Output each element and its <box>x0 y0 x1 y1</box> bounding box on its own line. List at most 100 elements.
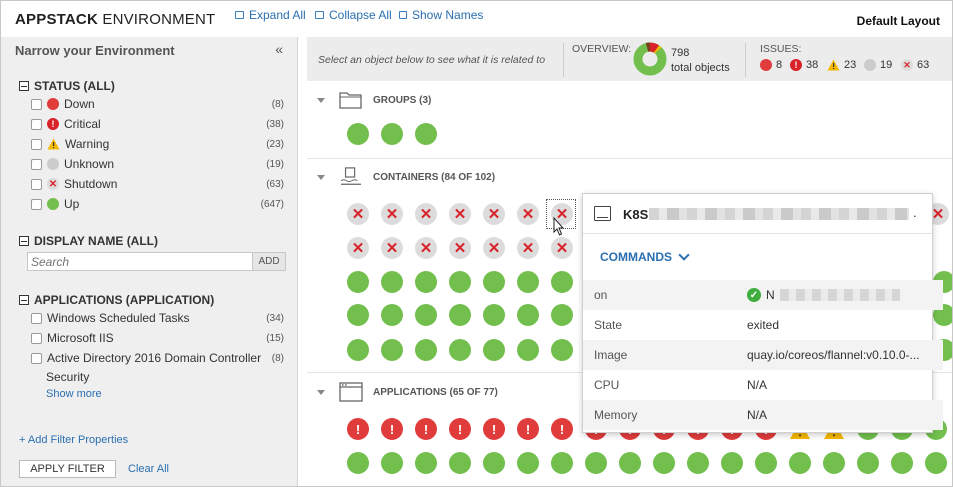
add-filter-properties-link[interactable]: + Add Filter Properties <box>19 434 129 446</box>
shutdown-status-dot[interactable]: ✕ <box>449 203 471 225</box>
status-filter-warning[interactable]: Warning (23) <box>31 135 284 153</box>
up-status-dot[interactable] <box>381 304 403 326</box>
checkbox[interactable] <box>31 98 42 110</box>
display-name-filter-header[interactable]: DISPLAY NAME (ALL) <box>19 234 158 248</box>
up-status-dot[interactable] <box>449 452 471 474</box>
collapse-section-icon[interactable] <box>19 295 29 305</box>
shutdown-status-dot[interactable]: ✕ <box>415 237 437 259</box>
shutdown-status-dot[interactable]: ✕ <box>483 203 505 225</box>
chevron-down-icon[interactable] <box>317 97 325 103</box>
collapse-sidebar-icon[interactable]: « <box>275 41 283 57</box>
up-status-dot[interactable] <box>483 452 505 474</box>
shutdown-status-dot[interactable]: ✕ <box>381 237 403 259</box>
up-status-dot[interactable] <box>381 452 403 474</box>
collapse-all-link[interactable]: Collapse All <box>315 8 392 22</box>
shutdown-status-dot[interactable]: ✕ <box>517 203 539 225</box>
show-more-link[interactable]: Show more <box>46 388 102 400</box>
up-status-dot[interactable] <box>347 304 369 326</box>
commands-dropdown[interactable]: COMMANDS <box>600 249 690 264</box>
checkbox[interactable] <box>31 138 42 150</box>
critical-status-dot[interactable]: ! <box>449 418 471 440</box>
up-status-dot[interactable] <box>415 452 437 474</box>
checkbox[interactable] <box>31 158 42 170</box>
up-status-dot[interactable] <box>483 271 505 293</box>
show-names-link[interactable]: Show Names <box>399 8 483 22</box>
shutdown-status-dot[interactable]: ✕ <box>517 237 539 259</box>
up-status-dot[interactable] <box>789 452 811 474</box>
up-status-dot[interactable] <box>517 339 539 361</box>
shutdown-status-dot[interactable]: ✕ <box>551 237 573 259</box>
up-status-dot[interactable] <box>653 452 675 474</box>
shutdown-status-dot[interactable]: ✕ <box>347 203 369 225</box>
checkbox[interactable] <box>31 178 42 190</box>
critical-status-dot[interactable]: ! <box>551 418 573 440</box>
up-status-dot[interactable] <box>925 452 947 474</box>
up-status-dot[interactable] <box>619 452 641 474</box>
up-status-dot[interactable] <box>517 452 539 474</box>
checkbox[interactable] <box>31 312 42 324</box>
status-filter-shutdown[interactable]: ✕ Shutdown (63) <box>31 175 284 193</box>
up-status-dot[interactable] <box>755 452 777 474</box>
critical-status-dot[interactable]: ! <box>381 418 403 440</box>
issue-down[interactable]: 8 <box>760 59 782 71</box>
up-status-dot[interactable] <box>891 452 913 474</box>
up-status-dot[interactable] <box>517 271 539 293</box>
applications-section-header[interactable]: APPLICATIONS (65 OF 77) <box>317 382 498 402</box>
status-filter-up[interactable]: Up (647) <box>31 195 284 213</box>
critical-status-dot[interactable]: ! <box>347 418 369 440</box>
up-status-dot[interactable] <box>449 339 471 361</box>
checkbox[interactable] <box>31 332 42 344</box>
up-status-dot[interactable] <box>585 452 607 474</box>
collapse-section-icon[interactable] <box>19 81 29 91</box>
up-status-dot[interactable] <box>449 304 471 326</box>
critical-status-dot[interactable]: ! <box>415 418 437 440</box>
critical-status-dot[interactable]: ! <box>483 418 505 440</box>
shutdown-status-dot[interactable]: ✕ <box>415 203 437 225</box>
status-filter-unknown[interactable]: Unknown (19) <box>31 155 284 173</box>
group-status-dot[interactable] <box>381 123 403 145</box>
layout-selector[interactable]: Default Layout <box>856 14 940 28</box>
up-status-dot[interactable] <box>347 339 369 361</box>
groups-section-header[interactable]: GROUPS (3) <box>317 90 431 110</box>
expand-all-link[interactable]: Expand All <box>235 8 306 22</box>
shutdown-status-dot[interactable]: ✕ <box>347 237 369 259</box>
up-status-dot[interactable] <box>449 271 471 293</box>
up-status-dot[interactable] <box>347 452 369 474</box>
up-status-dot[interactable] <box>551 339 573 361</box>
apply-filter-button[interactable]: APPLY FILTER <box>19 460 116 478</box>
critical-status-dot[interactable]: ! <box>517 418 539 440</box>
containers-section-header[interactable]: CONTAINERS (84 OF 102) <box>317 167 495 187</box>
up-status-dot[interactable] <box>483 304 505 326</box>
up-status-dot[interactable] <box>415 304 437 326</box>
shutdown-status-dot[interactable]: ✕ <box>381 203 403 225</box>
add-button[interactable]: ADD <box>253 252 286 271</box>
status-filter-down[interactable]: Down (8) <box>31 95 284 113</box>
up-status-dot[interactable] <box>551 452 573 474</box>
up-status-dot[interactable] <box>415 271 437 293</box>
up-status-dot[interactable] <box>347 271 369 293</box>
group-status-dot[interactable] <box>347 123 369 145</box>
up-status-dot[interactable] <box>415 339 437 361</box>
clear-all-link[interactable]: Clear All <box>128 463 169 475</box>
up-status-dot[interactable] <box>551 304 573 326</box>
issue-shutdown[interactable]: ✕ 63 <box>901 59 929 71</box>
issue-unknown[interactable]: 19 <box>864 59 892 71</box>
up-status-dot[interactable] <box>381 339 403 361</box>
issue-warning[interactable]: 23 <box>827 59 856 71</box>
group-status-dot[interactable] <box>415 123 437 145</box>
up-status-dot[interactable] <box>687 452 709 474</box>
app-filter-active-directory[interactable]: Active Directory 2016 Domain Controller … <box>31 349 284 367</box>
checkbox[interactable] <box>31 352 42 364</box>
up-status-dot[interactable] <box>551 271 573 293</box>
up-status-dot[interactable] <box>857 452 879 474</box>
app-filter-windows-scheduled-tasks[interactable]: Windows Scheduled Tasks (34) <box>31 309 284 327</box>
up-status-dot[interactable] <box>517 304 539 326</box>
up-status-dot[interactable] <box>381 271 403 293</box>
shutdown-status-dot[interactable]: ✕ <box>483 237 505 259</box>
status-filter-header[interactable]: STATUS (ALL) <box>19 79 115 93</box>
up-status-dot[interactable] <box>823 452 845 474</box>
collapse-section-icon[interactable] <box>19 236 29 246</box>
chevron-down-icon[interactable] <box>317 174 325 180</box>
app-filter-microsoft-iis[interactable]: Microsoft IIS (15) <box>31 329 284 347</box>
checkbox[interactable] <box>31 198 42 210</box>
